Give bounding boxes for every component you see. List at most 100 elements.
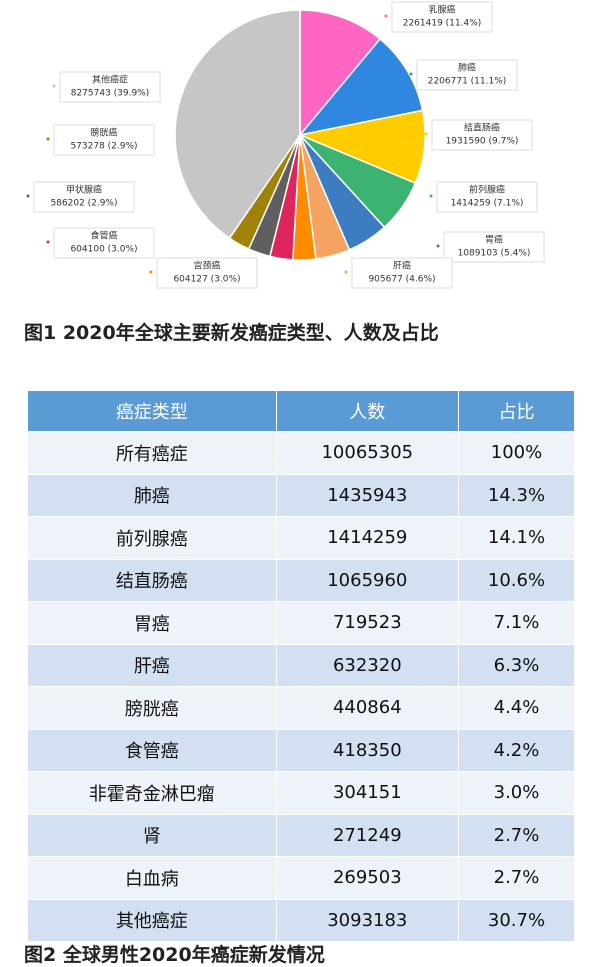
caption: 图1 2020年全球主要新发癌症类型、人数及占比 xyxy=(24,322,439,344)
table-row: 胃癌 719523 7.1% xyxy=(27,601,576,645)
table-cell: 632320 xyxy=(275,643,459,687)
value-label: 604127 (3.0%) xyxy=(173,275,240,285)
table-row: 食管癌 418350 4.2% xyxy=(27,728,576,772)
caption: 图2 全球男性2020年癌症新发情况 xyxy=(24,944,325,966)
table-cell: 其他癌症 xyxy=(27,898,277,942)
pie-chart: 乳腺癌 2261419 (11.4%) 肺癌 2206771 (11.1%) 结直肠癌 1… xyxy=(26,1,545,289)
label-box xyxy=(156,257,258,289)
table-cell: 14.1% xyxy=(457,516,576,560)
table-cell: 肝癌 xyxy=(27,643,277,687)
label-dot xyxy=(52,84,56,88)
table-cell: 4.4% xyxy=(457,686,576,730)
table-cell: 4.2% xyxy=(457,728,576,772)
label-dot xyxy=(384,14,388,18)
table-cell: 3.0% xyxy=(457,771,576,815)
label-box xyxy=(351,257,453,289)
table-row: 非霍奇金淋巴瘤 304151 3.0% xyxy=(27,771,576,815)
table-row: 肝癌 632320 6.3% xyxy=(27,643,576,687)
slice-label: 前列腺癌 xyxy=(469,184,505,196)
label-dot xyxy=(409,72,413,76)
table-cell: 1065960 xyxy=(275,558,459,602)
slice-label: 肺癌 xyxy=(458,62,476,74)
table-row: 结直肠癌 1065960 10.6% xyxy=(27,558,576,602)
table-cell: 719523 xyxy=(275,601,459,645)
slice-label: 宫颈癌 xyxy=(193,260,220,272)
value-label: 1931590 (9.7%) xyxy=(446,137,519,147)
label-box xyxy=(416,59,518,91)
value-label: 1089103 (5.4%) xyxy=(458,249,531,259)
table-row: 膀胱癌 440864 4.4% xyxy=(27,686,576,730)
table-cell: 食管癌 xyxy=(27,728,277,772)
header-cell: 癌症类型 xyxy=(27,390,277,432)
label-dot xyxy=(46,137,50,141)
slice-label: 胃癌 xyxy=(485,234,503,246)
value-label: 8275743 (39.9%) xyxy=(71,89,150,99)
table-cell: 膀胱癌 xyxy=(27,686,277,730)
value-label: 573278 (2.9%) xyxy=(70,142,137,152)
value-label: 2206771 (11.1%) xyxy=(428,77,507,87)
slice-label: 甲状腺癌 xyxy=(66,184,102,196)
table-cell: 440864 xyxy=(275,686,459,730)
table-row: 肾 271249 2.7% xyxy=(27,813,576,857)
table-cell: 白血病 xyxy=(27,856,277,900)
table-cell: 271249 xyxy=(275,813,459,857)
header-cell: 人数 xyxy=(275,390,459,432)
pie-slice xyxy=(298,37,424,137)
table-cell: 100% xyxy=(457,431,576,475)
label-dot xyxy=(149,270,153,274)
label-dot xyxy=(424,132,428,136)
table-cell: 前列腺癌 xyxy=(27,516,277,560)
table-cell: 1414259 xyxy=(275,516,459,560)
table-cell: 非霍奇金淋巴瘤 xyxy=(27,771,277,815)
label-box xyxy=(443,231,545,263)
slice-label: 结直肠癌 xyxy=(464,122,500,134)
label-box xyxy=(53,227,155,259)
table: 癌症类型 人数 占比 所有癌症 10065305 100% 肺癌 1435943 14.3% 前列… xyxy=(27,390,576,942)
label-dot xyxy=(26,194,30,198)
pie-slice xyxy=(299,9,382,138)
label-dot xyxy=(436,244,440,248)
table-cell: 418350 xyxy=(275,728,459,772)
table-cell: 2.7% xyxy=(457,856,576,900)
table-cell: 30.7% xyxy=(457,898,576,942)
value-label: 604100 (3.0%) xyxy=(70,245,137,255)
table-cell: 肾 xyxy=(27,813,277,857)
table-cell: 6.3% xyxy=(457,643,576,687)
table-row: 所有癌症 10065305 100% xyxy=(27,431,576,475)
table-cell: 14.3% xyxy=(457,473,576,517)
table-cell: 2.7% xyxy=(457,813,576,857)
table-cell: 10065305 xyxy=(275,431,459,475)
header-cell: 占比 xyxy=(457,390,576,432)
label-dot xyxy=(46,240,50,244)
table-row: 肺癌 1435943 14.3% xyxy=(27,473,576,517)
label-box xyxy=(59,71,161,103)
table-cell: 3093183 xyxy=(275,898,459,942)
table-cell: 7.1% xyxy=(457,601,576,645)
label-box xyxy=(33,181,135,213)
value-label: 905677 (4.6%) xyxy=(368,275,435,285)
table-cell: 结直肠癌 xyxy=(27,558,277,602)
label-box xyxy=(436,181,538,213)
table-cell: 269503 xyxy=(275,856,459,900)
pie-slice xyxy=(174,9,301,240)
label-box xyxy=(391,1,493,33)
value-label: 2261419 (11.4%) xyxy=(403,19,482,29)
table-cell: 304151 xyxy=(275,771,459,815)
value-label: 1414259 (7.1%) xyxy=(451,199,524,209)
table-row: 白血病 269503 2.7% xyxy=(27,856,576,900)
label-dot xyxy=(429,194,433,198)
table-cell: 10.6% xyxy=(457,558,576,602)
table-cell: 胃癌 xyxy=(27,601,277,645)
label-dot xyxy=(344,270,348,274)
table-header: 癌症类型 人数 占比 xyxy=(27,390,576,432)
value-label: 586202 (2.9%) xyxy=(50,199,117,209)
label-box xyxy=(431,119,533,151)
slice-label: 肝癌 xyxy=(393,260,411,272)
table-row: 前列腺癌 1414259 14.1% xyxy=(27,516,576,560)
slice-label: 食管癌 xyxy=(90,230,117,242)
table-cell: 1435943 xyxy=(275,473,459,517)
slice-label: 其他癌症 xyxy=(92,74,128,86)
table-row: 其他癌症 3093183 30.7% xyxy=(27,898,576,942)
slice-label: 膀胱癌 xyxy=(90,127,117,139)
